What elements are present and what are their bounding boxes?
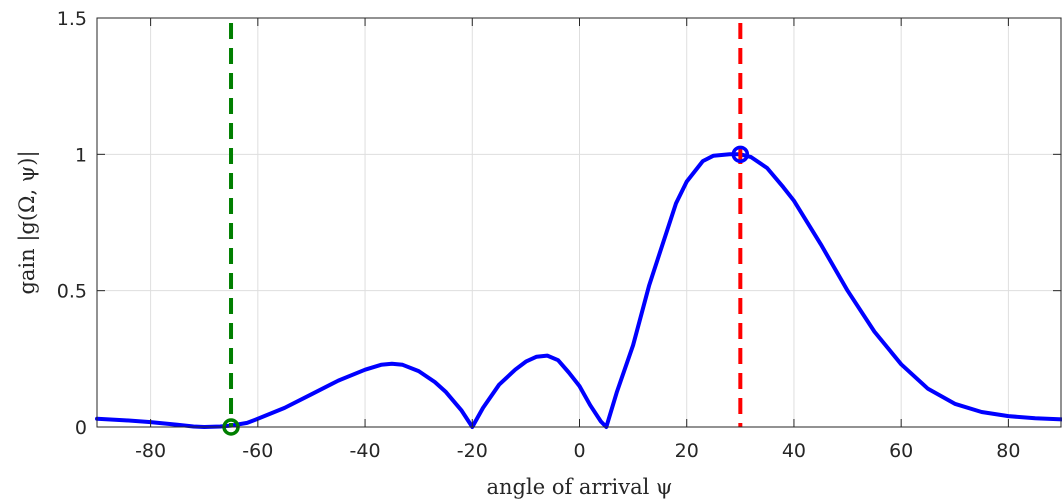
y-tick-label: 1.5 xyxy=(57,8,87,30)
x-axis-label: angle of arrival ψ xyxy=(487,475,673,499)
plot-area xyxy=(95,23,1062,436)
x-tick-label: -40 xyxy=(350,440,381,462)
x-tick-label: -20 xyxy=(457,440,488,462)
y-axis-label: gain |g(Ω, ψ)| xyxy=(15,150,40,294)
y-tick-label: 1 xyxy=(75,144,87,166)
x-tick-label: 40 xyxy=(782,440,806,462)
x-tick-label: 0 xyxy=(573,440,585,462)
grid xyxy=(97,17,1062,428)
x-tick-label: -60 xyxy=(242,440,273,462)
y-tick-label: 0 xyxy=(75,417,87,439)
y-tick-label: 0.5 xyxy=(57,281,87,303)
x-tick-label: 20 xyxy=(675,440,699,462)
gain-curve xyxy=(95,152,1062,429)
ticks: -80 -60 -40 -20 0 20 40 60 80 0 0.5 1 1.5 xyxy=(57,8,1061,462)
x-tick-label: 80 xyxy=(996,440,1020,462)
circle-marker xyxy=(731,145,750,164)
x-tick-label: -80 xyxy=(135,440,166,462)
x-tick-label: 60 xyxy=(889,440,913,462)
